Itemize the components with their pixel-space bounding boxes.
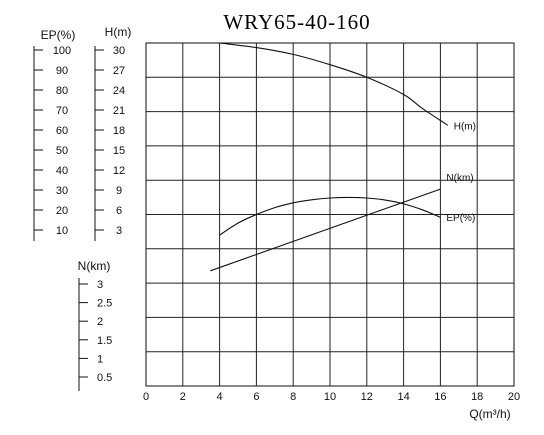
ep-tick-label: 50	[56, 145, 68, 157]
n-tick-label: 2	[97, 316, 103, 328]
h-tick-label: 3	[116, 225, 122, 237]
curve-h	[219, 42, 449, 126]
curve-label-ep: EP(%)	[446, 213, 475, 224]
ep-axis-label: EP(%)	[41, 28, 76, 42]
curve-n	[210, 188, 441, 272]
chart-title: WRY65-40-160	[223, 10, 370, 34]
n-tick-label: 2.5	[97, 298, 112, 310]
curve-label-h: H(m)	[454, 121, 476, 132]
x-tick-label: 6	[253, 391, 259, 403]
h-tick-label: 6	[116, 205, 122, 217]
x-tick-label: 18	[471, 391, 483, 403]
h-tick-label: 21	[113, 105, 125, 117]
curve-label-n: N(km)	[446, 173, 473, 184]
n-tick-label: 3	[97, 279, 103, 291]
performance-curves: H(m) EP(%) N(km)	[210, 42, 476, 272]
h-tick-label: 30	[113, 45, 125, 57]
plot-grid	[145, 42, 515, 387]
x-tick-label: 2	[180, 391, 186, 403]
h-tick-label: 12	[113, 165, 125, 177]
ep-tick-label: 100	[53, 45, 71, 57]
x-tick-label: 16	[434, 391, 446, 403]
n-axis-label: N(km)	[78, 259, 111, 273]
ep-tick-label: 90	[56, 65, 68, 77]
x-tick-label: 10	[324, 391, 336, 403]
n-axis: 3 2.5 2 1.5 1 0.5	[78, 278, 112, 391]
x-axis: 0 2 4 6 8 10 12 14 16 18 20	[143, 391, 520, 403]
x-tick-label: 4	[217, 391, 223, 403]
n-tick-label: 1	[97, 353, 103, 365]
h-tick-label: 18	[113, 125, 125, 137]
x-tick-label: 0	[143, 391, 149, 403]
x-tick-label: 20	[508, 391, 520, 403]
h-tick-label: 27	[113, 65, 125, 77]
ep-tick-label: 10	[56, 225, 68, 237]
x-tick-label: 12	[361, 391, 373, 403]
ep-tick-label: 20	[56, 205, 68, 217]
h-axis: 30 27 24 21 18 15 12 9 6 3	[94, 45, 125, 241]
ep-axis: 100 90 80 70 60 50 40 30 20 10	[33, 45, 71, 241]
curve-ep	[219, 196, 441, 236]
x-tick-label: 14	[397, 391, 409, 403]
ep-tick-label: 70	[56, 105, 68, 117]
ep-tick-label: 60	[56, 125, 68, 137]
n-tick-label: 1.5	[97, 335, 112, 347]
h-tick-label: 24	[113, 85, 125, 97]
ep-tick-label: 80	[56, 85, 68, 97]
h-axis-label: H(m)	[105, 25, 132, 39]
h-tick-label: 15	[113, 145, 125, 157]
h-tick-label: 9	[116, 185, 122, 197]
ep-tick-label: 40	[56, 165, 68, 177]
x-axis-label: Q(m³/h)	[469, 407, 510, 421]
x-tick-label: 8	[290, 391, 296, 403]
n-tick-label: 0.5	[97, 372, 112, 384]
ep-tick-label: 30	[56, 185, 68, 197]
